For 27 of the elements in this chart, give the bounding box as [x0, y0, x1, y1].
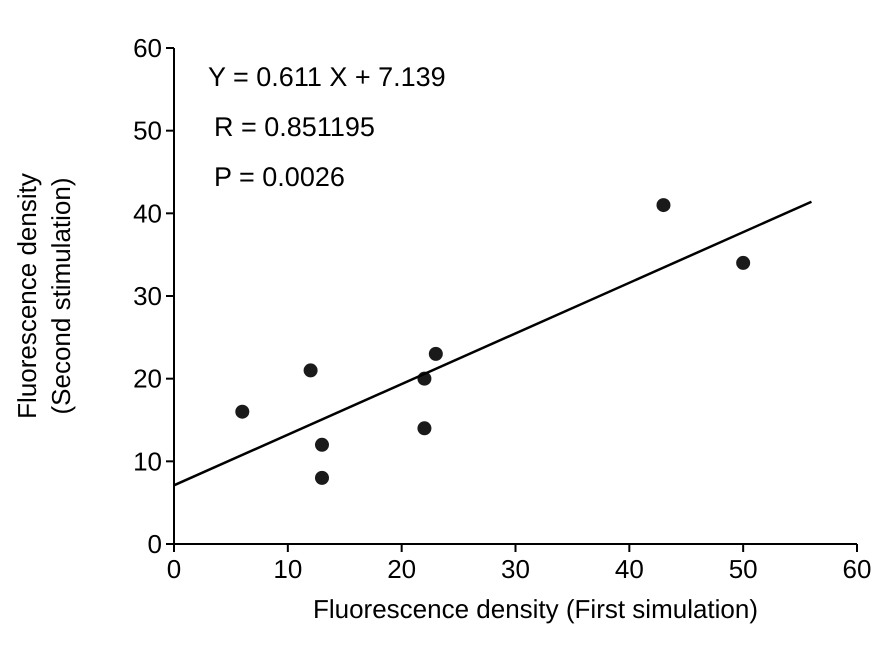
y-axis-title: Fluorescence density (Second stimulation) — [12, 173, 76, 419]
y-tick-label: 40 — [133, 198, 162, 228]
y-tick-label: 0 — [148, 529, 162, 559]
x-tick-label: 20 — [387, 554, 416, 584]
point — [235, 404, 250, 419]
x-tick-label: 30 — [501, 554, 530, 584]
y-tick-label: 60 — [133, 33, 162, 63]
y-tick-label: 50 — [133, 116, 162, 146]
annotation: P = 0.0026 — [214, 162, 345, 192]
y-tick-label: 10 — [133, 446, 162, 476]
point — [304, 363, 318, 378]
y-tick-label: 20 — [133, 364, 162, 394]
x-tick-label: 50 — [728, 554, 758, 584]
x-tick-label: 40 — [614, 554, 644, 584]
y-tick-label: 30 — [133, 281, 162, 311]
x-tick-label: 60 — [842, 554, 872, 584]
point — [417, 421, 432, 436]
point — [736, 256, 750, 270]
point — [314, 470, 329, 485]
x-axis-title: Fluorescence density (First simulation) — [312, 594, 758, 624]
x-tick-label: 10 — [273, 554, 302, 584]
point — [314, 438, 329, 452]
annotation: Y = 0.611 X + 7.139 — [208, 62, 446, 92]
annotation: R = 0.851195 — [214, 112, 375, 142]
point — [656, 198, 670, 212]
x-tick-label: 0 — [166, 554, 182, 584]
point — [428, 346, 443, 361]
